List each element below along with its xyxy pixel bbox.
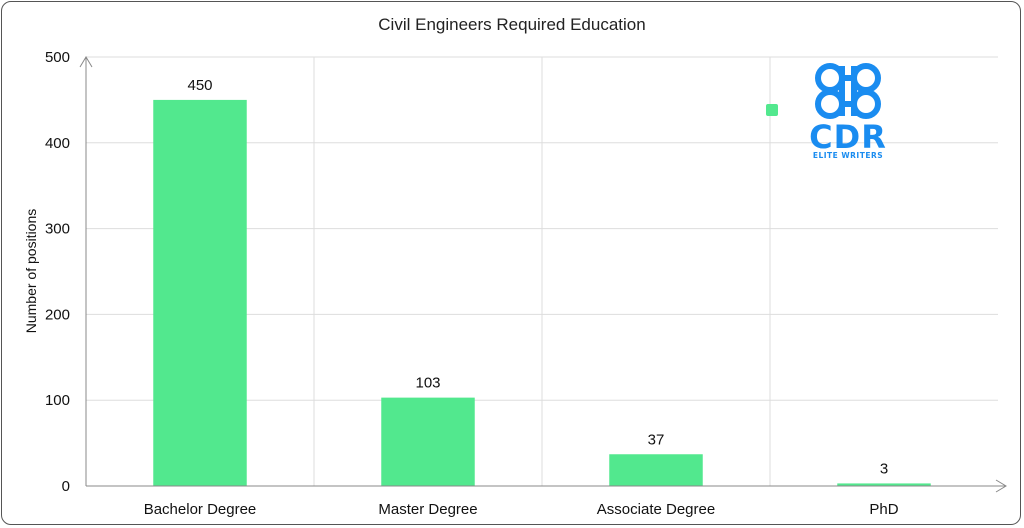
bar <box>837 483 931 486</box>
bar <box>153 99 247 487</box>
logo-letters: CDR <box>809 118 887 156</box>
data-label: 3 <box>880 460 888 477</box>
y-tick-label: 400 <box>45 135 70 152</box>
cdr-elite-writers-logo: CDR ELITE WRITERS <box>809 63 887 160</box>
bars <box>153 99 931 487</box>
y-tick-label: 300 <box>45 221 70 238</box>
x-tick-label: Bachelor Degree <box>144 501 257 518</box>
axes <box>79 56 1007 493</box>
y-axis-arrow <box>79 56 93 68</box>
bar <box>381 397 475 486</box>
y-tick-label: 100 <box>45 392 70 409</box>
logo-mark-icon <box>815 63 881 119</box>
data-label: 450 <box>187 77 212 94</box>
x-tick-label: Master Degree <box>378 501 477 518</box>
bar <box>609 454 703 486</box>
logo-tagline: ELITE WRITERS <box>813 151 883 160</box>
x-tick-label: Associate Degree <box>597 501 715 518</box>
y-axis-label: Number of positions <box>23 209 39 334</box>
chart-title: Civil Engineers Required Education <box>378 15 645 34</box>
y-tick-label: 0 <box>62 478 70 495</box>
y-tick-label: 200 <box>45 306 70 323</box>
x-axis-arrow <box>995 479 1007 493</box>
labels: 0 100 200 300 400 500 450 Bachelor Degree 103 Mas… <box>45 49 899 518</box>
data-label: 37 <box>648 431 665 448</box>
y-tick-label: 500 <box>45 49 70 66</box>
x-tick-label: PhD <box>869 501 898 518</box>
data-label: 103 <box>415 375 440 392</box>
legend-marker <box>766 104 778 116</box>
